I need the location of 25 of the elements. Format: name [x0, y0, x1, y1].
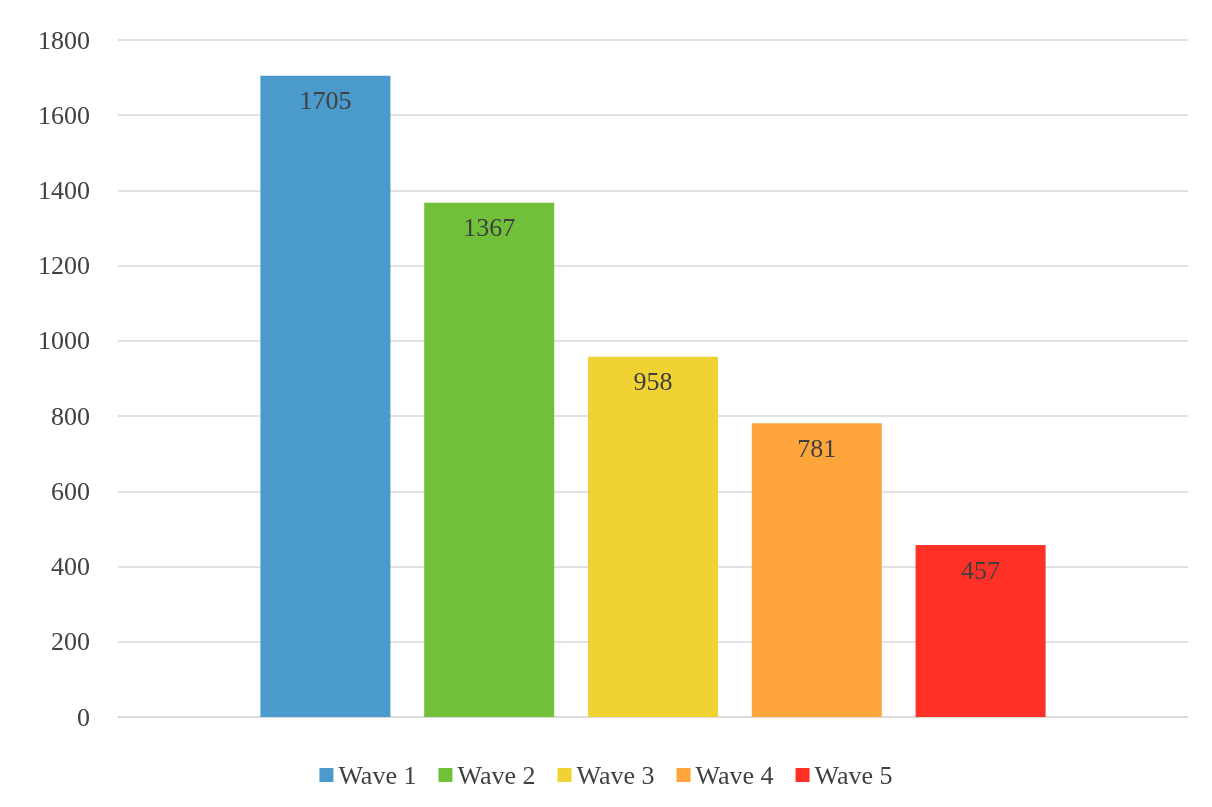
data-label: 958	[633, 367, 673, 397]
data-label: 781	[797, 433, 837, 463]
bar	[260, 75, 391, 717]
legend-label: Wave 3	[576, 760, 655, 790]
y-tick-label: 1400	[38, 175, 90, 205]
legend-label: Wave 1	[338, 760, 417, 790]
data-label: 457	[961, 555, 1001, 585]
bar	[751, 423, 882, 717]
y-tick-label: 1800	[38, 25, 90, 55]
bar	[915, 545, 1046, 717]
y-tick-label: 1600	[38, 100, 90, 130]
data-label: 1367	[463, 213, 516, 243]
y-tick-label: 0	[77, 702, 90, 732]
legend-label: Wave 2	[457, 760, 536, 790]
bar	[588, 356, 718, 717]
legend-label: Wave 5	[814, 760, 893, 790]
y-tick-label: 1200	[38, 251, 90, 281]
y-tick-label: 200	[51, 627, 90, 657]
data-label: 1705	[299, 86, 352, 116]
legend-label: Wave 4	[695, 760, 774, 790]
y-tick-label: 800	[51, 401, 90, 431]
y-tick-label: 1000	[38, 326, 90, 356]
y-tick-label: 600	[51, 476, 90, 506]
y-tick-label: 400	[51, 552, 90, 582]
bar	[424, 202, 555, 717]
